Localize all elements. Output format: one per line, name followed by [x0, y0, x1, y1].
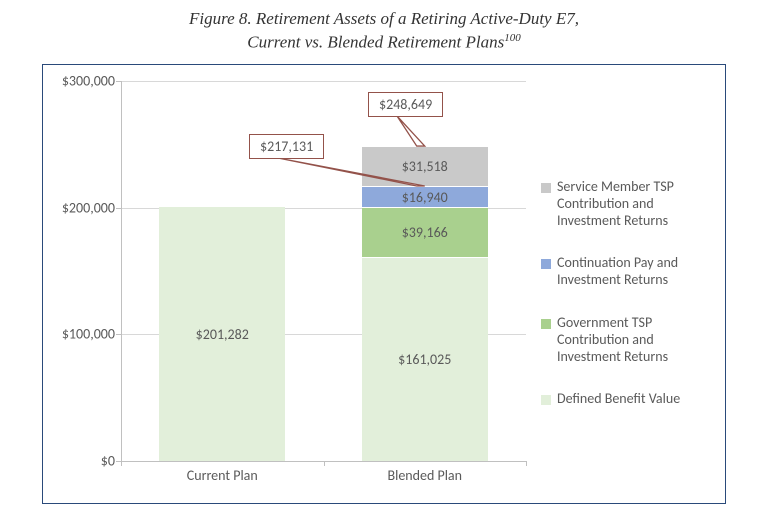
legend-label: Government TSP Contribution and Investme…: [557, 315, 719, 365]
legend-item: Service Member TSP Contribution and Inve…: [541, 179, 719, 229]
callout-box: $217,131: [249, 134, 324, 159]
plot-area: $0$100,000$200,000$300,000Current Plan$2…: [121, 81, 526, 461]
chart-frame: $0$100,000$200,000$300,000Current Plan$2…: [42, 64, 726, 504]
legend-item: Continuation Pay and Investment Returns: [541, 255, 719, 289]
title-footnote: 100: [504, 32, 521, 44]
legend-item: Defined Benefit Value: [541, 391, 719, 408]
callout-box: $248,649: [368, 92, 443, 117]
title-line1: Figure 8. Retirement Assets of a Retirin…: [189, 9, 579, 28]
legend-swatch: [541, 183, 551, 193]
legend-swatch: [541, 319, 551, 329]
y-tick-label: $200,000: [62, 199, 121, 216]
legend-swatch: [541, 259, 551, 269]
legend-swatch: [541, 395, 551, 405]
legend-item: Government TSP Contribution and Investme…: [541, 315, 719, 365]
x-tick-mark: [121, 461, 122, 466]
figure-title: Figure 8. Retirement Assets of a Retirin…: [0, 0, 768, 55]
legend-label: Service Member TSP Contribution and Inve…: [557, 179, 719, 229]
x-tick-mark: [324, 461, 325, 466]
legend-label: Defined Benefit Value: [557, 391, 680, 408]
title-line2: Current vs. Blended Retirement Plans: [247, 33, 504, 52]
x-category-label: Current Plan: [187, 461, 258, 484]
y-tick-label: $300,000: [62, 73, 121, 90]
legend-label: Continuation Pay and Investment Returns: [557, 255, 719, 289]
y-tick-label: $100,000: [62, 326, 121, 343]
x-tick-mark: [526, 461, 527, 466]
x-category-label: Blended Plan: [388, 461, 463, 484]
legend: Service Member TSP Contribution and Inve…: [541, 179, 719, 434]
